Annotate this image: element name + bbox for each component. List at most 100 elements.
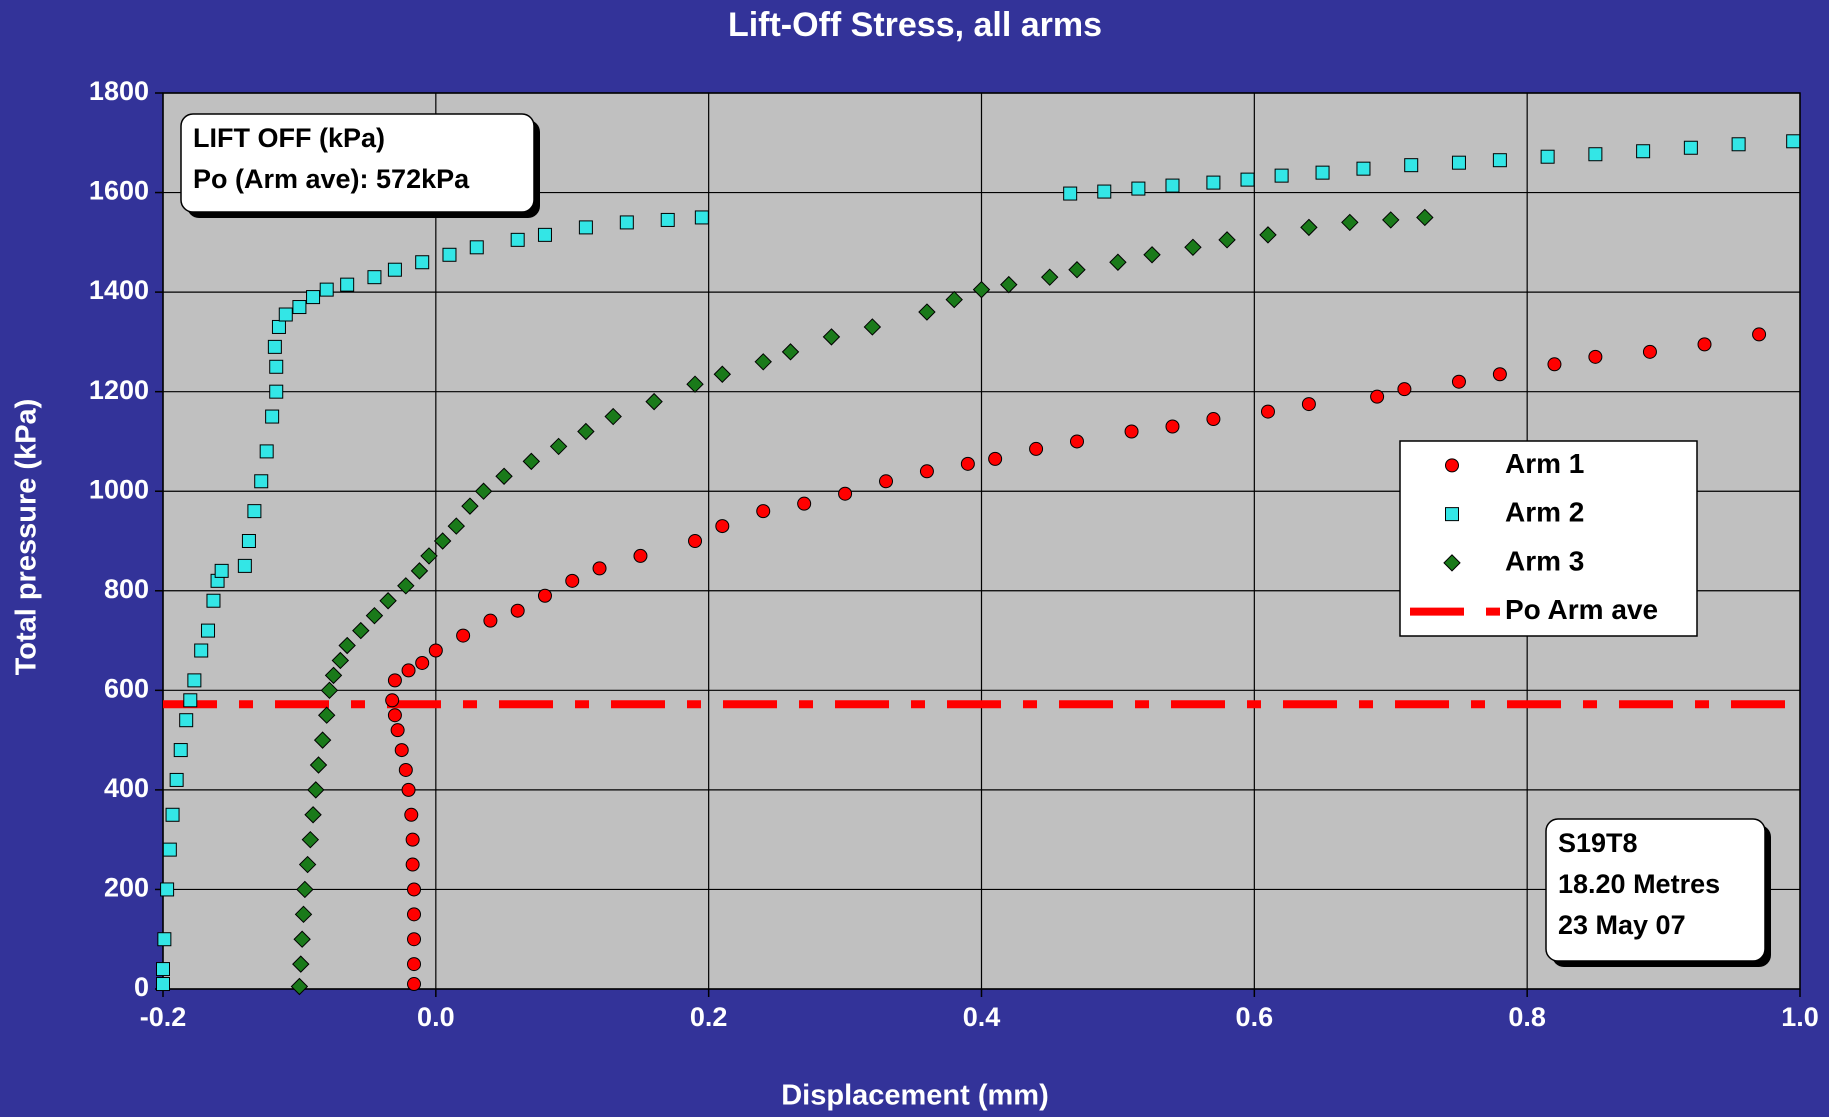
data-point (1445, 458, 1459, 473)
data-point (715, 519, 730, 534)
data-point (756, 504, 771, 519)
data-point (1259, 226, 1277, 244)
data-point (317, 706, 336, 724)
data-point (469, 240, 484, 255)
data-point (461, 497, 479, 515)
data-point (387, 262, 402, 277)
data-point (301, 830, 320, 849)
data-point (407, 907, 422, 922)
data-point (1069, 434, 1084, 449)
data-point (1356, 161, 1371, 176)
data-point (415, 655, 430, 670)
data-point (781, 343, 800, 361)
data-point (1260, 404, 1275, 419)
data-point (398, 762, 413, 777)
data-point (294, 905, 313, 924)
data-point (442, 247, 457, 262)
y-tick-label: 800 (104, 574, 149, 604)
data-point (307, 781, 325, 799)
data-point (1416, 208, 1434, 227)
data-point (397, 577, 415, 595)
legend-label: Arm 1 (1505, 448, 1584, 479)
data-point (1636, 144, 1651, 159)
data-point (537, 588, 552, 603)
data-point (645, 392, 663, 411)
data-point (405, 857, 420, 872)
annotation-box (180, 113, 535, 213)
data-point (713, 365, 732, 383)
legend-box (1399, 440, 1698, 637)
data-point (156, 962, 170, 977)
data-point (267, 339, 282, 354)
data-point (619, 215, 634, 230)
annotation-text: 23 May 07 (1558, 910, 1686, 940)
y-tick-label: 1400 (89, 275, 149, 305)
y-tick-label: 0 (134, 972, 149, 1002)
data-point (1382, 211, 1400, 229)
data-point (415, 255, 430, 270)
data-point (1218, 231, 1236, 249)
data-point (265, 409, 280, 424)
data-point (237, 558, 252, 573)
data-point (201, 623, 216, 638)
data-point (298, 855, 317, 874)
data-point (309, 756, 328, 774)
x-tick-label: 0.8 (1508, 1002, 1546, 1032)
y-tick-label: 1600 (89, 176, 149, 206)
data-point (945, 290, 963, 309)
data-point (365, 606, 384, 625)
data-point (340, 277, 355, 292)
data-point (338, 636, 356, 655)
data-point (1492, 367, 1507, 382)
data-point (483, 613, 498, 628)
data-point (1492, 153, 1507, 168)
data-point (1341, 213, 1359, 232)
data-point (420, 547, 438, 565)
data-point (1370, 389, 1385, 404)
data-point (1206, 175, 1221, 190)
data-point (578, 220, 593, 235)
data-point (428, 643, 443, 658)
data-point (254, 474, 269, 489)
y-tick-label: 200 (104, 873, 149, 903)
data-point (1752, 327, 1767, 342)
data-point (1397, 382, 1412, 397)
data-point (407, 957, 422, 972)
data-point (754, 353, 772, 371)
data-point (269, 359, 284, 374)
data-point (1184, 238, 1202, 257)
data-point (173, 743, 188, 758)
data-point (797, 496, 812, 511)
legend-label: Po Arm ave (1505, 594, 1658, 625)
data-point (278, 307, 293, 322)
data-point (919, 464, 934, 479)
annotation-text: 18.20 Metres (1558, 869, 1720, 899)
data-point (447, 517, 466, 535)
data-point (694, 210, 709, 225)
data-point (592, 561, 607, 576)
data-point (1109, 253, 1127, 271)
data-point (331, 651, 350, 670)
x-tick-label: 0.6 (1236, 1002, 1274, 1032)
data-point (157, 932, 172, 947)
data-point (972, 280, 991, 299)
data-point (324, 666, 343, 685)
data-point (660, 212, 675, 227)
data-point (385, 693, 400, 708)
data-point (407, 882, 422, 897)
y-tick-label: 1800 (89, 76, 149, 106)
data-point (537, 227, 552, 242)
data-point (1041, 268, 1059, 286)
data-point (1131, 181, 1146, 196)
data-point (1588, 147, 1603, 162)
data-point (1451, 155, 1466, 170)
data-point (313, 731, 332, 749)
data-point (401, 782, 416, 797)
data-point (156, 977, 170, 992)
annotation-text: Po (Arm ave): 572kPa (193, 164, 470, 194)
data-point (306, 290, 321, 305)
chart-title: Lift-Off Stress, all arms (728, 6, 1102, 44)
data-point (1404, 158, 1419, 173)
data-point (179, 713, 194, 728)
data-point (1786, 134, 1801, 149)
